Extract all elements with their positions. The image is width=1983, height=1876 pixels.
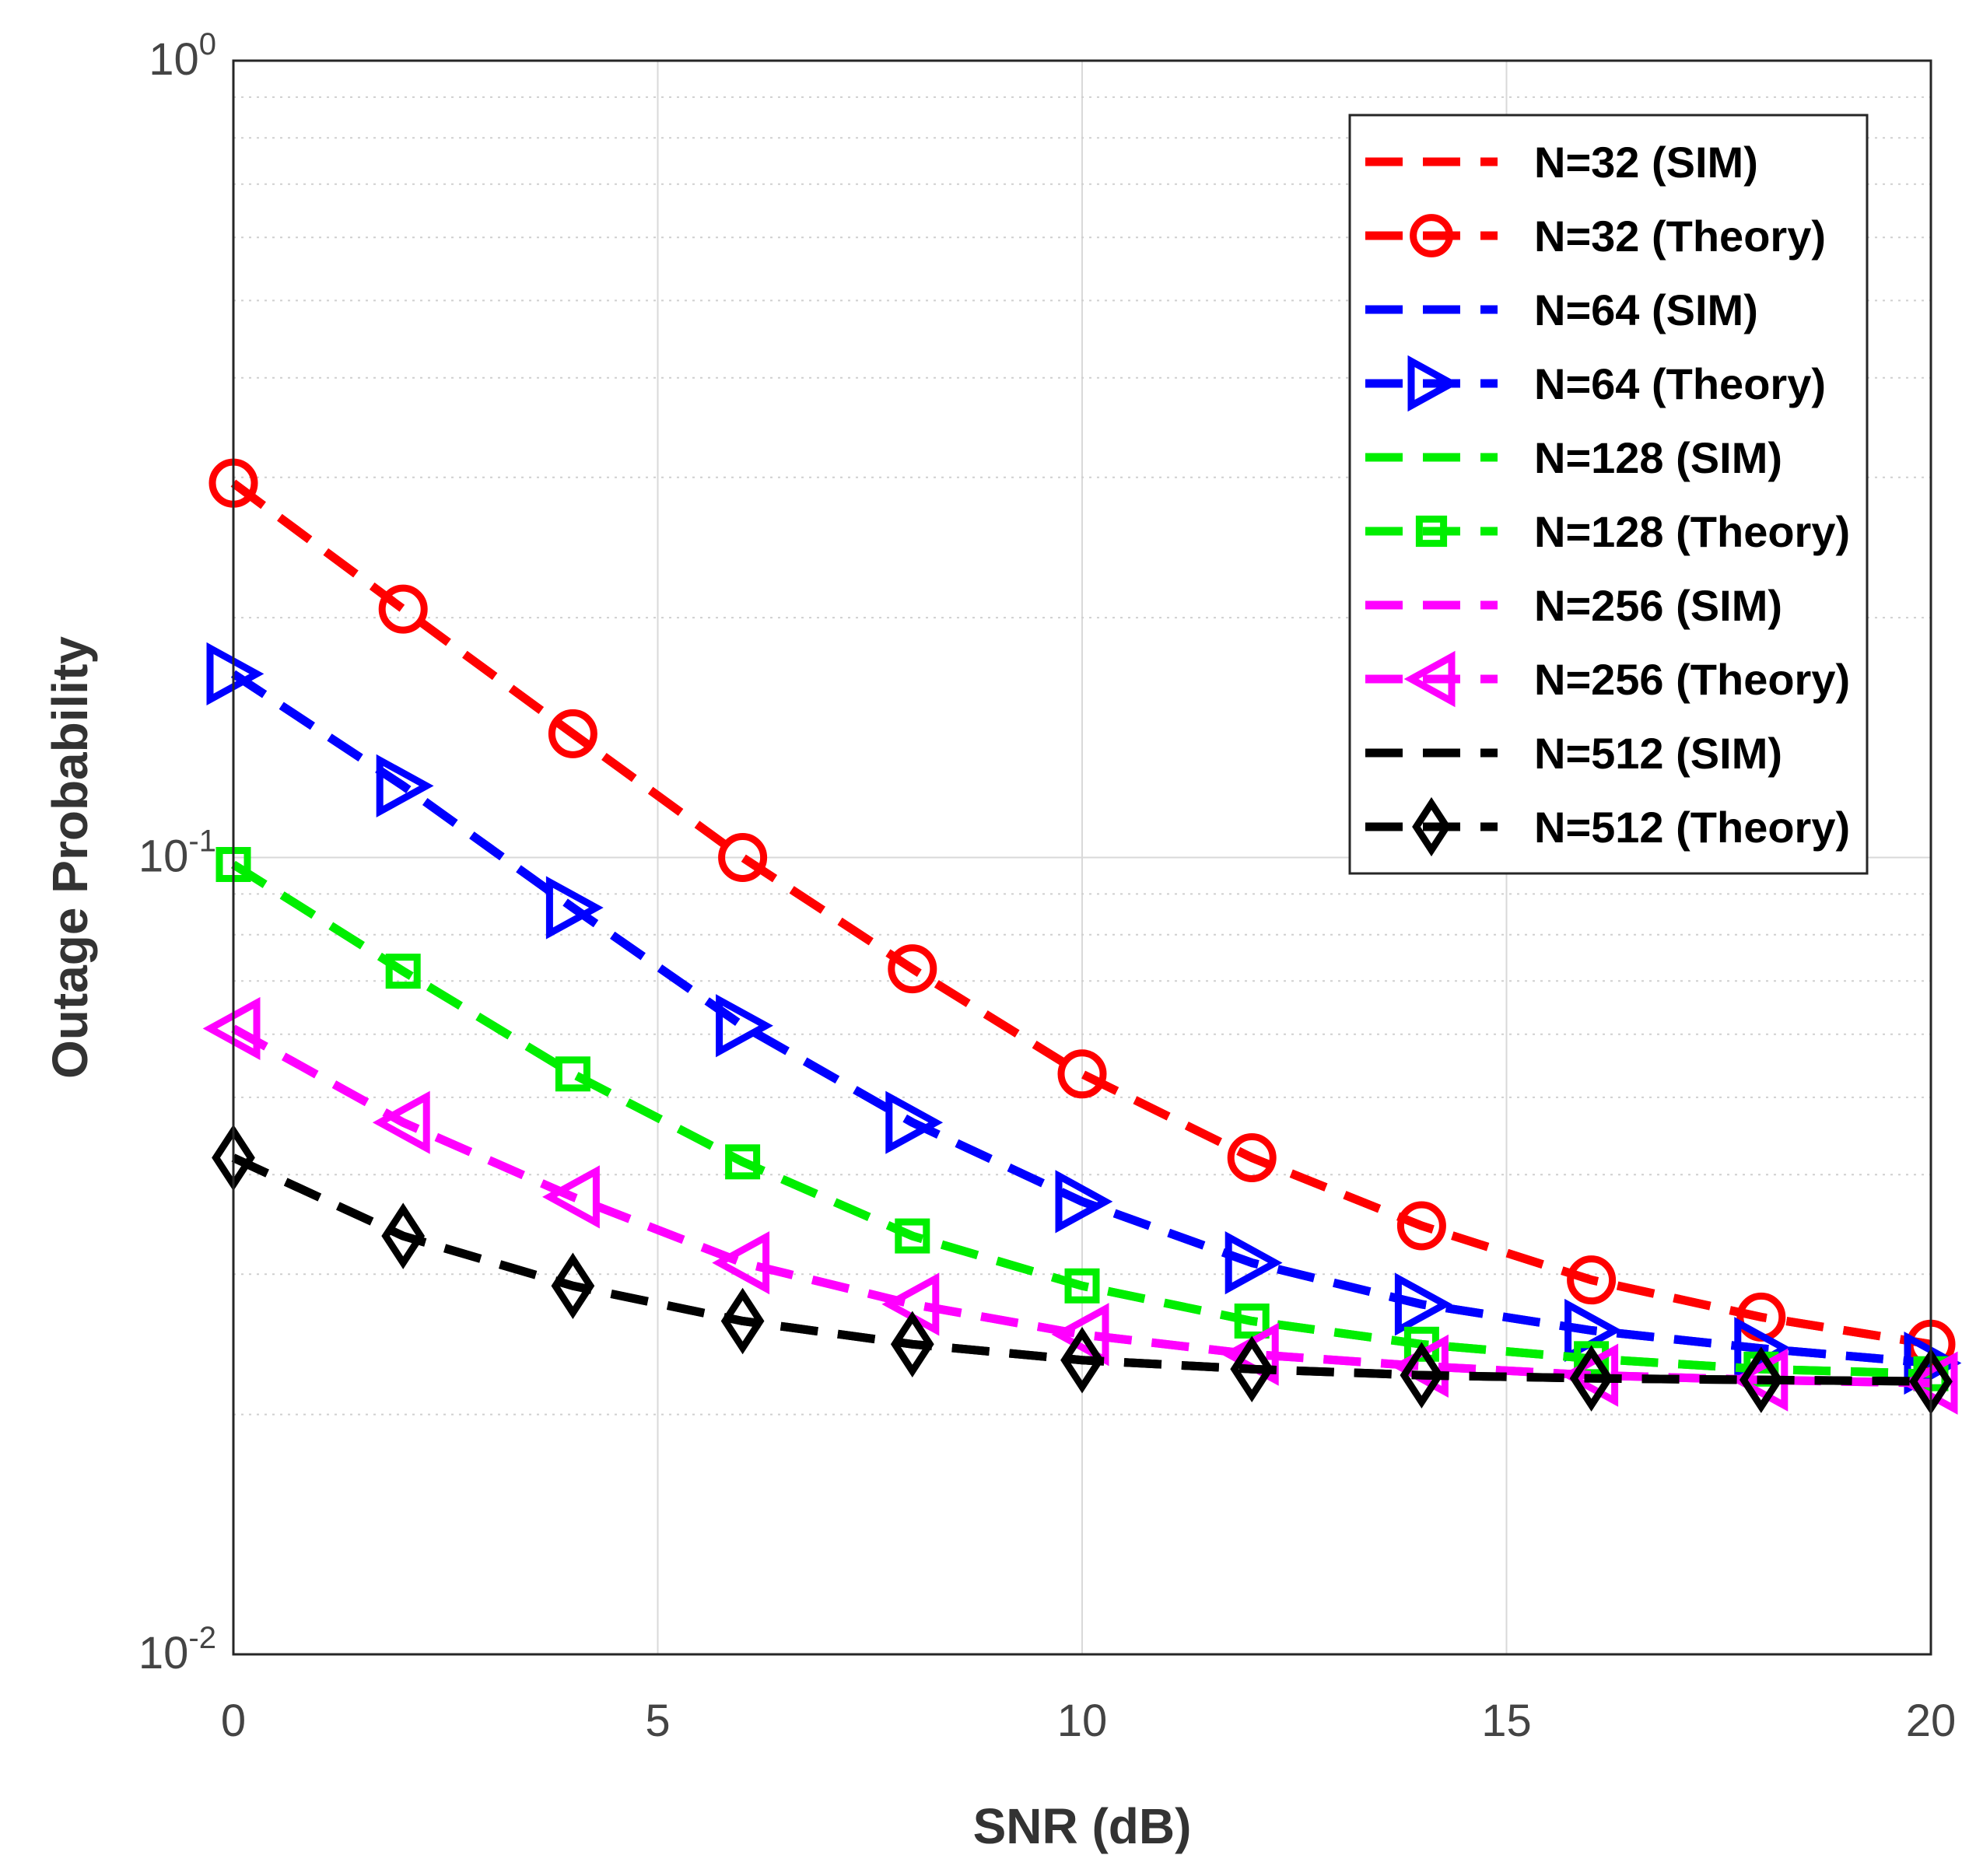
data-point-diamond-marker xyxy=(1400,1342,1444,1409)
data-point-square-marker xyxy=(555,1056,590,1092)
data-point-diamond-marker xyxy=(381,1202,426,1269)
data-point-diamond-marker xyxy=(1569,1345,1613,1412)
legend-entry: N=128 (SIM) xyxy=(1365,433,1782,482)
data-point-diamond-marker xyxy=(1412,796,1451,857)
legend-label: N=256 (SIM) xyxy=(1534,581,1782,630)
legend-entry: N=256 (SIM) xyxy=(1365,581,1782,630)
data-point-diamond-marker xyxy=(1230,1335,1274,1403)
legend-label: N=128 (Theory) xyxy=(1534,507,1850,556)
x-tick-label: 20 xyxy=(1906,1696,1957,1746)
data-point-triangle-right-marker xyxy=(1394,1272,1452,1336)
legend-entry: N=512 (Theory) xyxy=(1365,796,1850,857)
legend-label: N=128 (SIM) xyxy=(1534,433,1782,482)
legend-entry: N=64 (SIM) xyxy=(1365,285,1758,334)
series-line xyxy=(230,670,1932,1368)
data-point-circle-marker xyxy=(1567,1255,1617,1305)
data-point-diamond-marker xyxy=(1739,1346,1783,1413)
x-tick-label: 15 xyxy=(1481,1696,1532,1746)
data-point-circle-marker xyxy=(378,584,428,634)
data-point-triangle-right-marker xyxy=(716,994,773,1058)
data-point-circle-marker xyxy=(888,944,937,994)
y-tick-label: 10-1 xyxy=(138,824,216,882)
data-point-circle-marker xyxy=(1396,1201,1446,1251)
data-point-triangle-left-marker xyxy=(542,1165,600,1229)
y-tick-label: 100 xyxy=(149,27,216,85)
data-point-triangle-left-marker xyxy=(1051,1303,1109,1367)
legend-entry: N=64 (Theory) xyxy=(1365,355,1826,412)
legend-label: N=512 (SIM) xyxy=(1534,729,1782,778)
data-point-triangle-right-marker xyxy=(376,754,434,818)
data-point-triangle-right-marker xyxy=(1224,1230,1283,1295)
data-point-square-marker xyxy=(385,954,421,989)
y-tick-label: 10-2 xyxy=(138,1621,216,1678)
data-point-diamond-marker xyxy=(720,1287,765,1355)
series-line xyxy=(230,479,1932,1349)
legend-label: N=64 (SIM) xyxy=(1534,285,1758,334)
legend-box xyxy=(1348,114,1869,875)
data-point-square-marker xyxy=(1415,515,1448,548)
x-tick-label: 0 xyxy=(221,1696,246,1746)
data-point-triangle-right-marker xyxy=(1734,1317,1792,1381)
x-axis-label: SNR (dB) xyxy=(973,1798,1192,1854)
data-point-square-marker xyxy=(725,1144,761,1180)
legend-entry: N=32 (SIM) xyxy=(1365,138,1758,187)
data-point-circle-marker xyxy=(1227,1132,1277,1182)
data-point-triangle-right-marker xyxy=(885,1090,944,1154)
data-point-circle-marker xyxy=(548,709,597,758)
data-point-triangle-left-marker xyxy=(712,1230,770,1295)
data-point-triangle-left-marker xyxy=(372,1090,430,1154)
legend-label: N=256 (Theory) xyxy=(1534,655,1850,704)
series-line xyxy=(231,860,1932,1378)
legend: N=32 (SIM) N=32 (Theory) N=64 (SIM) N=64 (T… xyxy=(1348,114,1869,875)
x-tick-label: 10 xyxy=(1057,1696,1108,1746)
data-point-triangle-right-marker xyxy=(545,876,604,940)
data-point-diamond-marker xyxy=(890,1311,934,1378)
legend-label: N=512 (Theory) xyxy=(1534,803,1850,852)
plot-frame xyxy=(232,59,1932,1656)
data-point-diamond-marker xyxy=(551,1252,595,1320)
data-point-square-marker xyxy=(1234,1303,1270,1339)
data-point-triangle-right-marker xyxy=(1407,355,1459,412)
data-point-square-marker xyxy=(1064,1268,1100,1304)
data-point-square-marker xyxy=(895,1218,930,1254)
legend-label: N=32 (SIM) xyxy=(1534,138,1758,187)
legend-entry: N=512 (SIM) xyxy=(1365,729,1782,778)
data-point-circle-marker xyxy=(718,833,768,882)
legend-entry: N=32 (Theory) xyxy=(1365,212,1826,261)
data-point-circle-marker xyxy=(1057,1049,1107,1099)
y-axis-label: Outage Probability xyxy=(42,636,98,1079)
series-line xyxy=(231,1153,1932,1386)
tick-labels: 0 5 10 15 20 100 10-1 10-2 xyxy=(138,27,1956,1746)
data-point-diamond-marker xyxy=(1060,1327,1104,1394)
data-point-triangle-left-marker xyxy=(1403,650,1456,708)
data-point-circle-marker xyxy=(1410,214,1453,257)
data-point-triangle-right-marker xyxy=(1055,1170,1113,1234)
legend-label: N=32 (Theory) xyxy=(1534,212,1826,261)
legend-label: N=64 (Theory) xyxy=(1534,359,1826,408)
x-tick-label: 5 xyxy=(645,1696,670,1746)
legend-entry: N=128 (Theory) xyxy=(1365,507,1850,556)
legend-entry: N=256 (Theory) xyxy=(1365,650,1850,708)
